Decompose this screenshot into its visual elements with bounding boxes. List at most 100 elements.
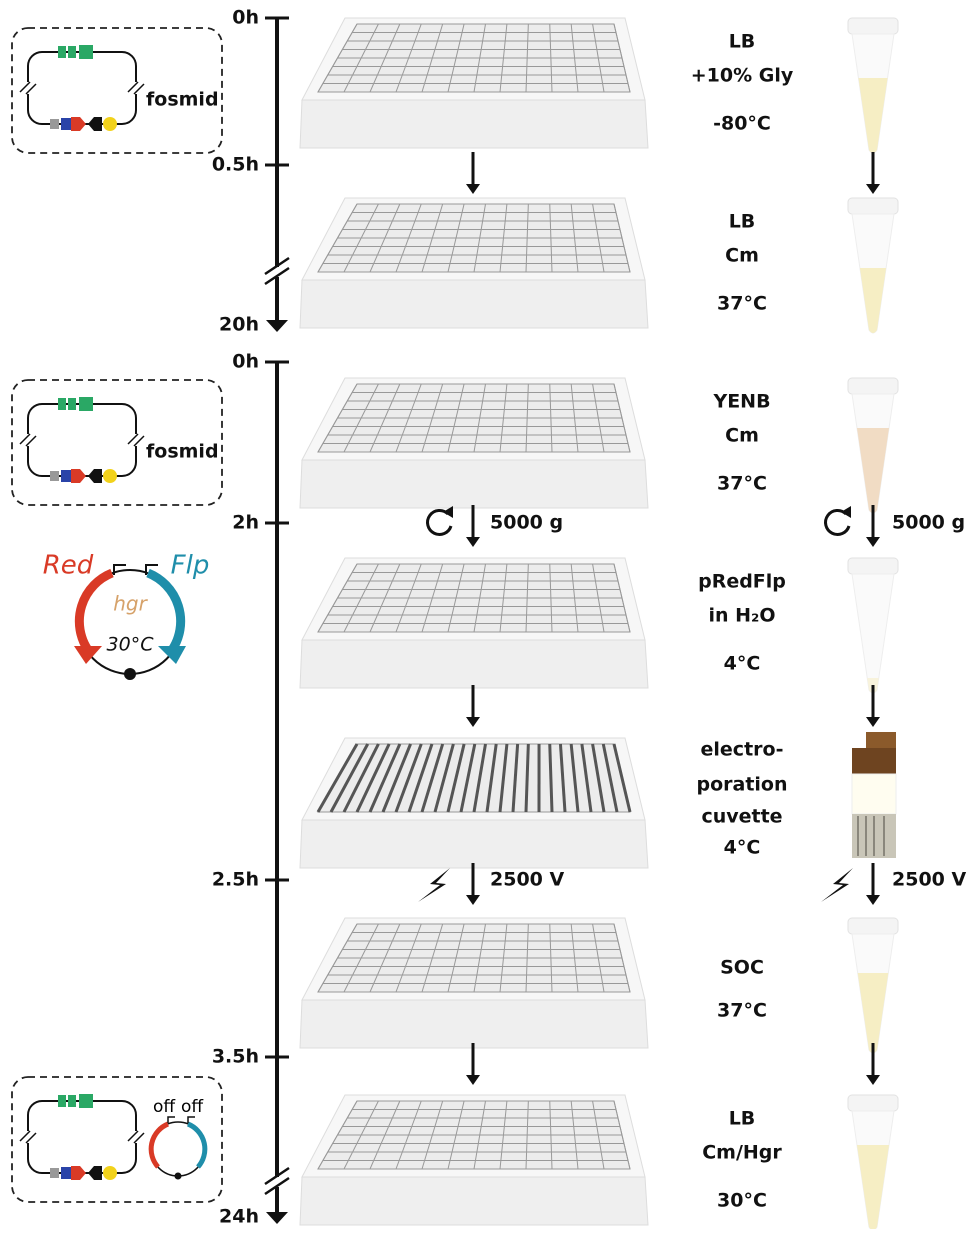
mini-flp: [188, 1124, 205, 1167]
tick-label: 0h: [232, 351, 259, 373]
mini-dot: [175, 1173, 182, 1180]
gene: [68, 398, 76, 410]
condition: LB: [729, 31, 756, 53]
element: [50, 1168, 59, 1178]
cuvette-cap: [866, 732, 896, 750]
tick-label: 2.5h: [212, 869, 259, 891]
condition: Cm: [725, 425, 759, 447]
gene: [68, 46, 76, 58]
flow-arrowhead: [866, 895, 880, 905]
plasmid: Red Flp hgr 30°C: [43, 551, 210, 681]
condition: Cm: [725, 245, 759, 267]
plate: [300, 738, 648, 868]
flow-arrowhead: [466, 537, 480, 547]
gene: [68, 1095, 76, 1107]
flow-arrowhead: [466, 1075, 480, 1085]
promoter-label: off: [153, 1097, 176, 1117]
condition: 4°C: [724, 837, 761, 859]
element: [103, 117, 117, 131]
element: [103, 1166, 117, 1180]
plate-front: [300, 1177, 648, 1225]
centrifuge-plate-label: 5000 g: [490, 512, 563, 534]
flow-arrowhead: [866, 184, 880, 194]
gene-label: Flp: [171, 551, 210, 581]
electroporation-plate-label: 2500 V: [490, 869, 564, 891]
condition: LB: [729, 211, 756, 233]
electroporation-tube-label: 2500 V: [892, 869, 966, 891]
plate: [300, 198, 648, 328]
promoter-label: off: [181, 1097, 204, 1117]
gene: [79, 397, 93, 411]
tube-cap: [848, 198, 898, 214]
tube-liquid: [857, 1145, 889, 1229]
element: [71, 1166, 86, 1180]
fosmid-label: fosmid: [146, 89, 219, 111]
flow-arrowhead: [866, 1075, 880, 1085]
lightning-icon: [821, 868, 853, 902]
break-mark: [20, 434, 144, 446]
condition: 37°C: [717, 473, 767, 495]
plate-front: [300, 460, 648, 508]
mini-red: [151, 1124, 168, 1167]
lightning-icon: [418, 868, 450, 902]
condition: Cm/Hgr: [702, 1142, 782, 1164]
element: [50, 471, 59, 481]
tick-label: 2h: [232, 512, 259, 534]
condition: 4°C: [724, 653, 761, 675]
flow-arrowhead: [466, 717, 480, 727]
gene: [58, 1095, 66, 1107]
element: [103, 469, 117, 483]
condition: YENB: [712, 391, 770, 413]
tube-liquid: [860, 268, 886, 333]
fosmid-box: [12, 1077, 222, 1202]
gene-label: Red: [43, 551, 94, 581]
element: [50, 119, 59, 129]
condition: SOC: [720, 957, 764, 979]
tube-cap: [848, 558, 898, 574]
gene: [58, 398, 66, 410]
condition: electro-: [701, 739, 784, 761]
plate-front: [300, 1000, 648, 1048]
element: [88, 117, 102, 131]
condition: 37°C: [717, 1000, 767, 1022]
cuvette-body: [852, 774, 896, 814]
gene: [79, 45, 93, 59]
tube-cap: [848, 378, 898, 394]
condition: poration: [696, 774, 787, 796]
plate-front: [300, 640, 648, 688]
plate: [300, 1095, 648, 1225]
flow-arrowhead: [466, 184, 480, 194]
break-mark: [20, 82, 144, 94]
tube-cap: [848, 18, 898, 34]
cuvette-cap: [852, 748, 896, 774]
timeline-arrow: [266, 320, 288, 332]
tick-label: 0.5h: [212, 154, 259, 176]
element: [61, 118, 71, 130]
condition: 30°C: [717, 1190, 767, 1212]
plate: [300, 18, 648, 148]
condition: pRedFlp: [698, 571, 786, 593]
condition: +10% Gly: [691, 65, 794, 87]
centrifuge-tube-label: 5000 g: [892, 512, 965, 534]
tube-cap: [848, 1095, 898, 1111]
tick-label: 20h: [219, 314, 259, 336]
element: [61, 470, 71, 482]
tube-cap: [848, 918, 898, 934]
flow-arrowhead: [866, 537, 880, 547]
element: [61, 1167, 71, 1179]
plate-front: [300, 100, 648, 148]
plate-front: [300, 280, 648, 328]
condition: in H₂O: [708, 605, 775, 627]
condition: -80°C: [713, 113, 771, 135]
element: [88, 469, 102, 483]
fosmid-loop: [28, 404, 136, 476]
condition: cuvette: [701, 806, 782, 828]
temperature-label: 30°C: [107, 634, 155, 656]
plate: [300, 918, 648, 1048]
marker-label: hgr: [113, 592, 148, 616]
gene: [79, 1094, 93, 1108]
break-mark: [20, 1131, 144, 1143]
fosmid-label: fosmid: [146, 441, 219, 463]
flow-arrowhead: [466, 895, 480, 905]
